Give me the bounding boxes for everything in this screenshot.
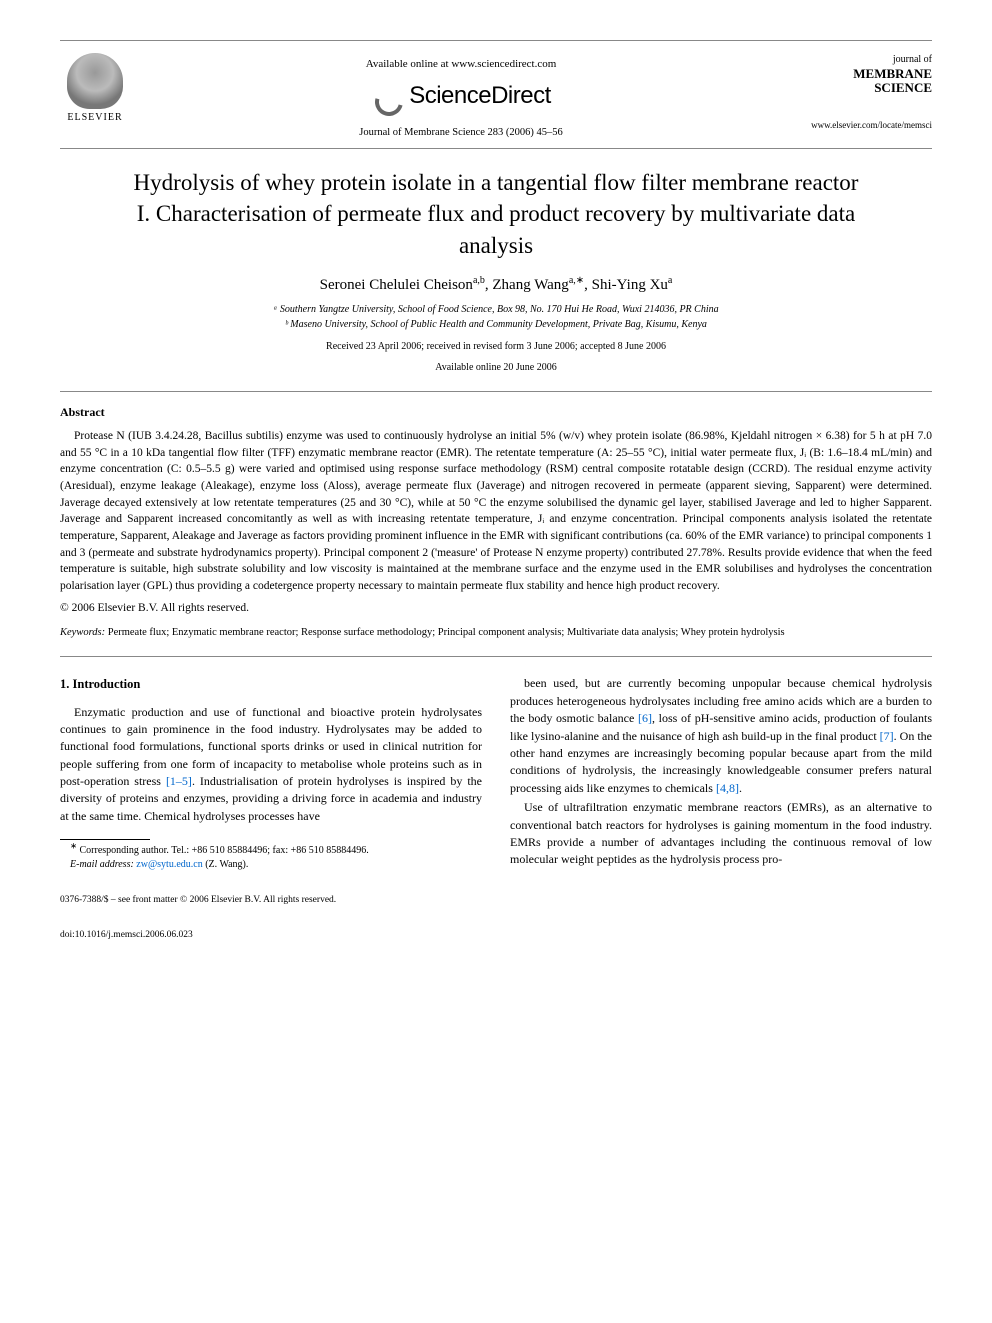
email-attrib: (Z. Wang). [205,859,248,870]
column-left: 1. Introduction Enzymatic production and… [60,675,482,872]
footnote-rule [60,839,150,840]
citation-link[interactable]: [4,8] [716,781,739,795]
citation-link[interactable]: [7] [880,729,894,743]
keywords-list: Permeate flux; Enzymatic membrane reacto… [108,627,785,638]
col2-p1: been used, but are currently becoming un… [510,675,932,797]
author-2-affil: a,∗ [569,275,584,286]
journal-header: ELSEVIER Available online at www.science… [60,40,932,149]
authors-line: Seronei Chelulei Cheisona,b, Zhang Wanga… [60,275,932,295]
corresponding-footnote: ∗ Corresponding author. Tel.: +86 510 85… [60,844,482,858]
body-columns: 1. Introduction Enzymatic production and… [60,675,932,872]
issn-line: 0376-7388/$ – see front matter © 2006 El… [60,894,932,907]
author-3: Shi-Ying Xu [592,277,668,293]
elsevier-logo-block: ELSEVIER [60,53,130,125]
intro-p1: Enzymatic production and use of function… [60,704,482,826]
divider-bottom [60,656,932,657]
date-line-1: Received 23 April 2006; received in revi… [60,340,932,354]
affiliation-b: ᵇ Maseno University, School of Public He… [60,318,932,332]
header-center: Available online at www.sciencedirect.co… [130,53,792,140]
intro-p1-text: Enzymatic production and use of function… [60,705,482,823]
author-2: Zhang Wang [492,277,568,293]
footnote-marker: ∗ [70,842,77,851]
keywords-label: Keywords: [60,627,105,638]
jms-pretitle: journal of [792,53,932,67]
jms-title-1: MEMBRANE [792,67,932,81]
title-main: Hydrolysis of whey protein isolate in a … [134,170,859,195]
divider-top [60,391,932,392]
sciencedirect-logo: ScienceDirect [371,80,551,112]
abstract-heading: Abstract [60,404,932,420]
doi-line: doi:10.1016/j.memsci.2006.06.023 [60,929,932,942]
elsevier-tree-icon [67,53,123,109]
col2-p2: Use of ultrafiltration enzymatic membran… [510,799,932,869]
journal-url: www.elsevier.com/locate/memsci [792,119,932,131]
abstract-paragraph: Protease N (IUB 3.4.24.28, Bacillus subt… [60,428,932,595]
title-sub: I. Characterisation of permeate flux and… [137,201,855,257]
available-online-line: Available online at www.sciencedirect.co… [130,57,792,72]
intro-heading: 1. Introduction [60,675,482,693]
journal-reference: Journal of Membrane Science 283 (2006) 4… [130,126,792,140]
citation-link[interactable]: [1–5] [166,774,192,788]
author-1: Seronei Chelulei Cheison [320,277,473,293]
email-footnote: E-mail address: zw@sytu.edu.cn (Z. Wang)… [60,858,482,872]
article-title: Hydrolysis of whey protein isolate in a … [100,167,892,260]
footnote-text: Corresponding author. Tel.: +86 510 8588… [79,845,368,856]
email-label: E-mail address: [70,859,134,870]
abstract-body: Protease N (IUB 3.4.24.28, Bacillus subt… [60,428,932,595]
journal-title-block: journal of MEMBRANE SCIENCE www.elsevier… [792,53,932,131]
sd-swoosh-icon [371,80,403,112]
column-right: been used, but are currently becoming un… [510,675,932,872]
copyright-line: © 2006 Elsevier B.V. All rights reserved… [60,601,932,617]
email-address[interactable]: zw@sytu.edu.cn [136,859,202,870]
keywords-block: Keywords: Permeate flux; Enzymatic membr… [60,626,932,640]
author-1-affil: a,b [473,275,485,286]
jms-title-2: SCIENCE [792,81,932,95]
date-line-2: Available online 20 June 2006 [60,361,932,375]
sd-brand-text: ScienceDirect [409,80,551,112]
citation-link[interactable]: [6] [638,711,652,725]
affiliation-a: ᵃ Southern Yangtze University, School of… [60,303,932,317]
author-3-affil: a [668,275,672,286]
elsevier-label: ELSEVIER [60,111,130,125]
